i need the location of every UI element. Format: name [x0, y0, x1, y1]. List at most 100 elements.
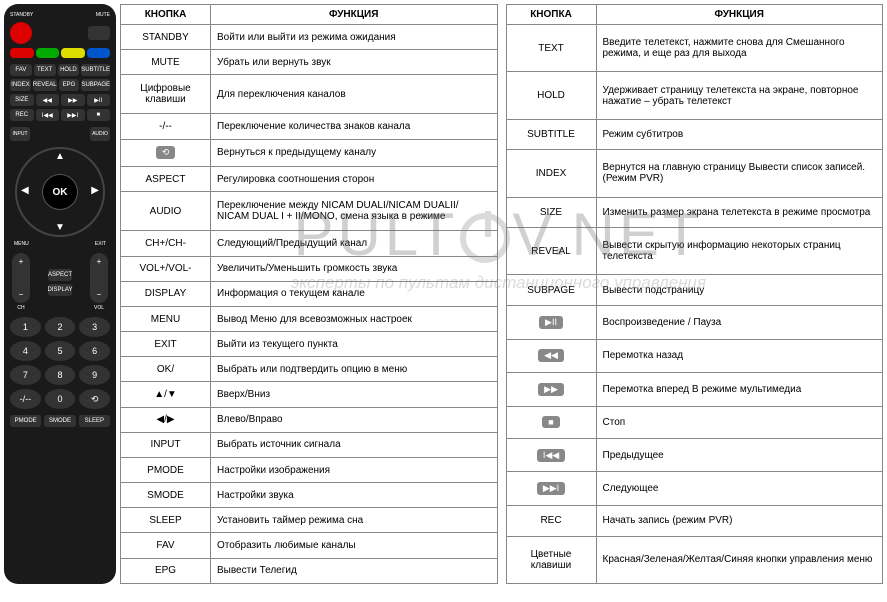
remote-btn-▶▶[interactable]: ▶▶ — [61, 94, 85, 106]
button-cell: INPUT — [121, 432, 211, 457]
table-row: SUBTITLEРежим субтитров — [506, 119, 883, 150]
table-row: DISPLAYИнформация о текущем канале — [121, 281, 498, 306]
button-cell: ■ — [506, 406, 596, 438]
vol-rocker[interactable]: +− — [90, 253, 108, 303]
remote-btn-subtitle[interactable]: SUBTITLE — [81, 64, 110, 76]
table-row: ASPECTРегулировка соотношения сторон — [121, 167, 498, 192]
table-row: ▶▶Перемотка вперед В режиме мультимедиа — [506, 373, 883, 407]
remote-btn-fav[interactable]: FAV — [10, 64, 32, 76]
table-row: REVEALВывести скрытую информацию некотор… — [506, 228, 883, 275]
button-cell: ⟲ — [121, 139, 211, 167]
btn-smode[interactable]: SMODE — [44, 415, 75, 427]
green-button[interactable] — [36, 48, 60, 58]
function-cell: Режим субтитров — [596, 119, 883, 150]
table-row: VOL+/VOL-Увеличить/Уменьшить громкость з… — [121, 256, 498, 281]
button-cell: Цветные клавиши — [506, 536, 596, 583]
num-1[interactable]: 1 — [10, 317, 41, 337]
right-arrow[interactable]: ▶ — [91, 185, 99, 196]
button-cell: SUBTITLE — [506, 119, 596, 150]
button-cell: EXIT — [121, 332, 211, 357]
button-cell: SMODE — [121, 483, 211, 508]
function-cell: Выйти из текущего пункта — [211, 332, 498, 357]
row-3: SIZE◀◀▶▶▶II — [10, 94, 110, 106]
function-cell: Переключение между NICAM DUALI/NICAM DUA… — [211, 192, 498, 231]
num-3[interactable]: 3 — [79, 317, 110, 337]
row-2: INDEXREVEALEPGSUBPAGE — [10, 79, 110, 91]
table-row: PMODEНастройки изображения — [121, 457, 498, 482]
down-arrow[interactable]: ▼ — [55, 222, 65, 233]
table-row: -/--Переключение количества знаков канал… — [121, 114, 498, 139]
num-0[interactable]: 0 — [45, 389, 76, 409]
yellow-button[interactable] — [61, 48, 85, 58]
standby-button[interactable] — [10, 22, 32, 44]
up-arrow[interactable]: ▲ — [55, 151, 65, 162]
button-cell: SLEEP — [121, 508, 211, 533]
table-row: Цветные клавишиКрасная/Зеленая/Желтая/Си… — [506, 536, 883, 583]
mute-button[interactable] — [88, 26, 110, 40]
function-cell: Настройки изображения — [211, 457, 498, 482]
remote-btn-hold[interactable]: HOLD — [58, 64, 80, 76]
function-cell: Выбрать источник сигнала — [211, 432, 498, 457]
function-cell: Перемотка назад — [596, 339, 883, 373]
bottom-row: PMODESMODE SLEEP — [10, 415, 110, 427]
remote-btn-▶ii[interactable]: ▶II — [87, 94, 111, 106]
num-6[interactable]: 6 — [79, 341, 110, 361]
remote-btn-subpage[interactable]: SUBPAGE — [81, 79, 110, 91]
function-cell: Информация о текущем канале — [211, 281, 498, 306]
aspect-button[interactable]: ASPECT — [48, 269, 72, 281]
num-8[interactable]: 8 — [45, 365, 76, 385]
num-5[interactable]: 5 — [45, 341, 76, 361]
btn-pmode[interactable]: PMODE — [10, 415, 41, 427]
table-row: SMODEНастройки звука — [121, 483, 498, 508]
remote-btn-reveal[interactable]: REVEAL — [33, 79, 57, 91]
num-⟲[interactable]: ⟲ — [79, 389, 110, 409]
table-row: ▶▶IСледующее — [506, 472, 883, 506]
color-buttons — [10, 48, 110, 58]
num-2[interactable]: 2 — [45, 317, 76, 337]
display-button[interactable]: DISPLAY — [48, 284, 72, 296]
remote-btn-text[interactable]: TEXT — [34, 64, 56, 76]
function-cell: Следующий/Предыдущий канал — [211, 231, 498, 256]
ch-rocker[interactable]: +− — [12, 253, 30, 303]
remote-btn-epg[interactable]: EPG — [59, 79, 80, 91]
num-9[interactable]: 9 — [79, 365, 110, 385]
remote-btn-◀◀[interactable]: ◀◀ — [36, 94, 60, 106]
remote-btn-▶▶i[interactable]: ▶▶I — [61, 109, 85, 121]
button-cell: TEXT — [506, 25, 596, 72]
table-row: AUDIOПереключение между NICAM DUALI/NICA… — [121, 192, 498, 231]
function-cell: Перемотка вперед В режиме мультимедиа — [596, 373, 883, 407]
btn-sleep[interactable]: SLEEP — [79, 415, 110, 427]
audio-button[interactable]: AUDIO — [90, 127, 110, 141]
num-7[interactable]: 7 — [10, 365, 41, 385]
button-cell: REC — [506, 506, 596, 537]
function-cell: Начать запись (режим PVR) — [596, 506, 883, 537]
input-button[interactable]: INPUT — [10, 127, 30, 141]
table-row: Цифровые клавишиДля переключения каналов — [121, 75, 498, 114]
remote-btn-■[interactable]: ■ — [87, 109, 111, 121]
blue-button[interactable] — [87, 48, 111, 58]
table-row: ◀/▶Влево/Вправо — [121, 407, 498, 432]
left-arrow[interactable]: ◀ — [21, 185, 29, 196]
num-4[interactable]: 4 — [10, 341, 41, 361]
row-4: RECI◀◀▶▶I■ — [10, 109, 110, 121]
table-row: SLEEPУстановить таймер режима сна — [121, 508, 498, 533]
button-cell: STANDBY — [121, 25, 211, 50]
function-cell: Вернутся на главную страницу Вывести спи… — [596, 150, 883, 197]
remote-btn-size[interactable]: SIZE — [10, 94, 34, 106]
function-cell: Установить таймер режима сна — [211, 508, 498, 533]
table-row: ⟲Вернуться к предыдущему каналу — [121, 139, 498, 167]
remote-btn-index[interactable]: INDEX — [10, 79, 31, 91]
t2-header-button: КНОПКА — [506, 5, 596, 25]
table-row: TEXTВведите телетекст, нажмите снова для… — [506, 25, 883, 72]
button-cell: MENU — [121, 306, 211, 331]
num--/--[interactable]: -/-- — [10, 389, 41, 409]
table-row: RECНачать запись (режим PVR) — [506, 506, 883, 537]
red-button[interactable] — [10, 48, 34, 58]
ok-button[interactable]: OK — [42, 174, 78, 210]
page-container: STANDBY MUTE FAVTEXTHOLDSUBTITLE INDEXRE… — [0, 0, 887, 588]
function-cell: Войти или выйти из режима ожидания — [211, 25, 498, 50]
button-cell: DISPLAY — [121, 281, 211, 306]
remote-btn-i◀◀[interactable]: I◀◀ — [36, 109, 60, 121]
remote-btn-rec[interactable]: REC — [10, 109, 34, 121]
numpad: 123 456 789 -/--0⟲ — [10, 317, 110, 409]
